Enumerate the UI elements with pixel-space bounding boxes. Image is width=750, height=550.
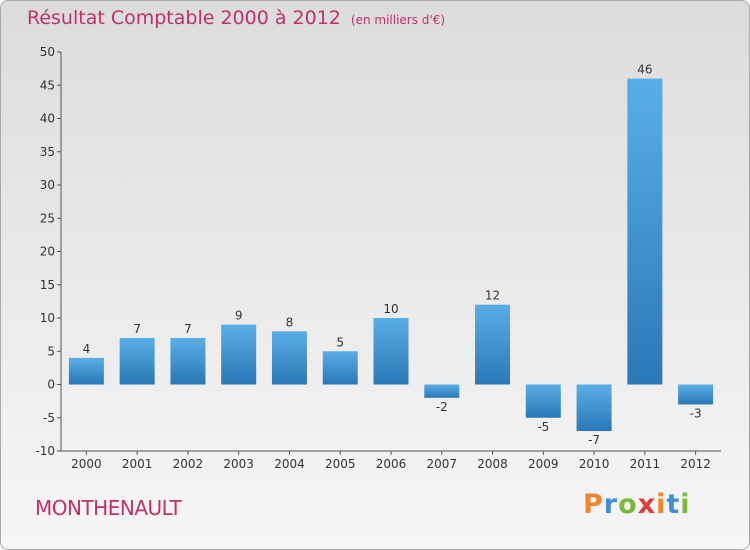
- bar-2007: [424, 384, 460, 398]
- bar-2008: [475, 304, 511, 385]
- logo-letter: i: [680, 489, 691, 520]
- x-tick-label: 2006: [376, 457, 407, 471]
- data-label-2003: 9: [235, 309, 243, 323]
- bar-2001: [119, 337, 155, 385]
- x-tick-label: 2004: [274, 457, 305, 471]
- x-tick-label: 2005: [325, 457, 356, 471]
- bar-2005: [322, 351, 358, 385]
- title-text: Résultat Comptable 2000 à 2012: [27, 7, 341, 29]
- data-label-2011: 46: [637, 63, 652, 77]
- y-tick-label: 40: [40, 112, 55, 126]
- commune-name: MONTHENAULT: [35, 496, 182, 520]
- data-label-2012: -3: [690, 406, 702, 420]
- bar-2006: [373, 318, 409, 385]
- bar-2009: [525, 384, 561, 418]
- y-tick-label: 25: [40, 211, 55, 225]
- bar-2011: [627, 78, 663, 385]
- data-label-2002: 7: [184, 322, 192, 336]
- bar-2003: [221, 324, 257, 385]
- data-label-2009: -5: [537, 420, 549, 434]
- x-tick-label: 2002: [173, 457, 204, 471]
- logo-letter: i: [656, 489, 667, 520]
- y-tick-label: -5: [43, 411, 55, 425]
- logo-letter: t: [666, 489, 681, 520]
- x-tick-label: 2003: [223, 457, 254, 471]
- data-label-2008: 12: [485, 289, 500, 303]
- x-tick-label: 2012: [680, 457, 711, 471]
- y-tick-label: 50: [40, 45, 55, 59]
- logo-letter: r: [603, 489, 619, 520]
- y-tick-label: 5: [47, 344, 55, 358]
- x-tick-label: 2011: [630, 457, 661, 471]
- x-tick-label: 2008: [477, 457, 508, 471]
- data-label-2004: 8: [286, 315, 294, 329]
- bar-2012: [678, 384, 714, 405]
- x-tick-label: 2001: [122, 457, 153, 471]
- x-tick-label: 2010: [579, 457, 610, 471]
- chart-subtitle: (en milliers d'€): [350, 13, 446, 27]
- y-tick-label: 10: [40, 311, 55, 325]
- y-tick-label: 45: [40, 78, 55, 92]
- logo-letter: o: [618, 489, 638, 520]
- x-tick-label: 2009: [528, 457, 559, 471]
- chart-title: Résultat Comptable 2000 à 2012 (en millie…: [27, 7, 445, 29]
- bar-2004: [271, 331, 307, 385]
- data-label-2006: 10: [383, 302, 398, 316]
- proxiti-logo[interactable]: Proxiti: [583, 489, 691, 520]
- bar-2002: [170, 337, 206, 385]
- bar-2000: [68, 357, 104, 385]
- logo-letter: x: [637, 489, 657, 520]
- chart-bars: [68, 78, 714, 432]
- logo-letter: P: [583, 489, 604, 520]
- y-tick-label: 0: [47, 378, 55, 392]
- y-tick-label: 20: [40, 245, 55, 259]
- y-tick-label: 30: [40, 178, 55, 192]
- x-tick-label: 2007: [426, 457, 457, 471]
- x-tick-label: 2000: [71, 457, 102, 471]
- data-label-2000: 4: [83, 342, 91, 356]
- data-label-2005: 5: [336, 335, 344, 349]
- y-tick-label: 15: [40, 278, 55, 292]
- y-tick-label: 35: [40, 145, 55, 159]
- data-label-2010: -7: [588, 433, 600, 447]
- data-label-2007: -2: [436, 400, 448, 414]
- y-tick-label: -10: [35, 444, 55, 458]
- data-label-2001: 7: [133, 322, 141, 336]
- chart-labels: 4 7 7 9 8 5 10 -2 12 -5 -7 46 -3: [83, 63, 702, 447]
- bar-2010: [576, 384, 612, 432]
